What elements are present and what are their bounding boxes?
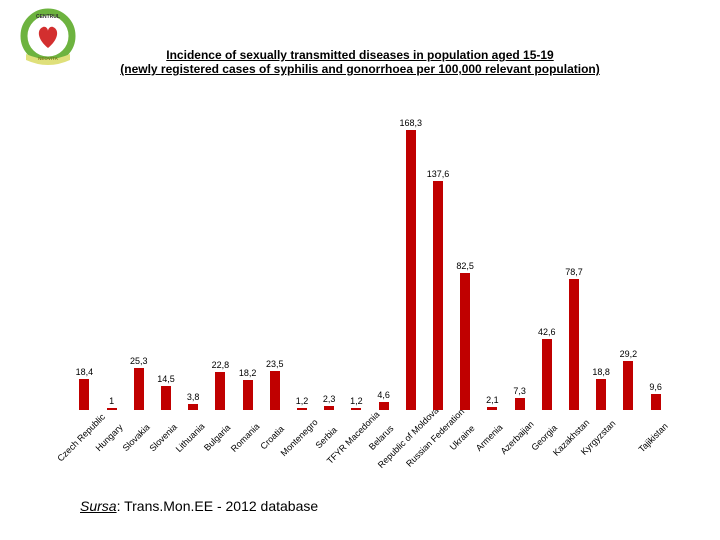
- x-axis-label: Azerbaijan: [498, 419, 535, 456]
- value-label: 2,1: [486, 395, 499, 405]
- x-axis-label: Montenegro: [279, 417, 320, 458]
- value-label: 7,3: [513, 386, 526, 396]
- source-text: : Trans.Mon.EE - 2012 database: [117, 498, 319, 514]
- x-axis-label: Czech Republic: [56, 412, 108, 464]
- bar: [651, 394, 661, 410]
- bar: [569, 279, 579, 410]
- title-line1: Incidence of sexually transmitted diseas…: [60, 48, 660, 62]
- bar: [542, 339, 552, 410]
- value-label: 22,8: [212, 360, 230, 370]
- bar: [297, 408, 307, 410]
- page: CENTRUL NEOVITA Incidence of sexually tr…: [0, 0, 720, 540]
- bar: [270, 371, 280, 410]
- bar: [487, 407, 497, 410]
- bar: [379, 402, 389, 410]
- bar: [188, 404, 198, 410]
- chart-title: Incidence of sexually transmitted diseas…: [60, 48, 660, 76]
- bar: [460, 273, 470, 410]
- value-label: 29,2: [620, 349, 638, 359]
- value-label: 1: [109, 396, 114, 406]
- value-label: 78,7: [565, 267, 583, 277]
- value-label: 137,6: [427, 169, 450, 179]
- bar: [596, 379, 606, 410]
- x-axis-label: Bulgaria: [202, 422, 232, 452]
- title-line2: (newly registered cases of syphilis and …: [60, 62, 660, 76]
- value-label: 2,3: [323, 394, 336, 404]
- x-axis-label: Slovenia: [147, 422, 178, 453]
- bar: [515, 398, 525, 410]
- x-axis-label: Tajikistan: [636, 421, 669, 454]
- value-label: 18,8: [592, 367, 610, 377]
- value-label: 9,6: [649, 382, 662, 392]
- value-label: 25,3: [130, 356, 148, 366]
- value-label: 168,3: [400, 118, 423, 128]
- x-axis-label: Slovakia: [120, 422, 151, 453]
- value-label: 14,5: [157, 374, 175, 384]
- svg-text:CENTRUL: CENTRUL: [36, 14, 60, 20]
- bar: [161, 386, 171, 410]
- bar: [406, 130, 416, 410]
- value-label: 1,2: [350, 396, 363, 406]
- value-label: 42,6: [538, 327, 556, 337]
- source-label: Sursa: [80, 498, 117, 514]
- bar: [433, 181, 443, 410]
- x-axis-label: Romania: [228, 421, 261, 454]
- value-label: 18,2: [239, 368, 257, 378]
- bar: [623, 361, 633, 410]
- bar: [215, 372, 225, 410]
- value-label: 4,6: [377, 390, 390, 400]
- value-label: 18,4: [76, 367, 94, 377]
- bar: [107, 408, 117, 410]
- bar: [324, 406, 334, 410]
- bar: [351, 408, 361, 410]
- bar: [79, 379, 89, 410]
- value-label: 23,5: [266, 359, 284, 369]
- value-label: 3,8: [187, 392, 200, 402]
- bar: [243, 380, 253, 410]
- source-citation: Sursa: Trans.Mon.EE - 2012 database: [80, 498, 318, 514]
- bar: [134, 368, 144, 410]
- value-label: 1,2: [296, 396, 309, 406]
- svg-text:NEOVITA: NEOVITA: [38, 56, 58, 61]
- x-axis-label: Lithuania: [174, 421, 207, 454]
- value-label: 82,5: [456, 261, 474, 271]
- bar-chart: 18,4Czech Republic1Hungary25,3Slovakia14…: [60, 110, 680, 410]
